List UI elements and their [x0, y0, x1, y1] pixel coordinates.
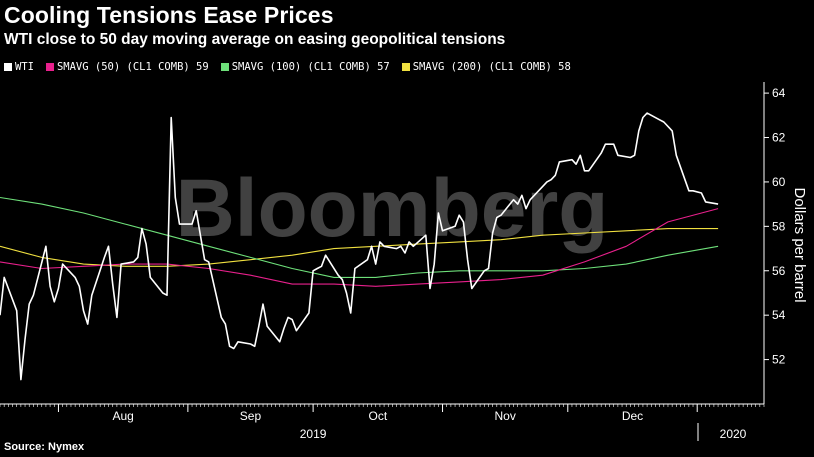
- series-line-3: [0, 228, 719, 267]
- chart-subtitle: WTI close to 50 day moving average on ea…: [4, 31, 506, 48]
- x-year-label: 2019: [300, 427, 327, 441]
- x-month-label: Dec: [622, 409, 643, 423]
- axis-layer: 52 54 56 58 60 62 64 Aug Sep Oct Nov Dec 2020 2019: [0, 82, 786, 441]
- x-month-label: Nov: [494, 409, 515, 423]
- watermark-text: Bloomberg: [176, 163, 609, 254]
- legend: WTI SMAVG (50) (CL1 COMB) 59 SMAVG (100)…: [4, 61, 583, 73]
- y-tick-label: 52: [772, 353, 786, 367]
- y-tick-label: 64: [772, 86, 786, 100]
- legend-swatch-smavg-200: [401, 63, 410, 71]
- legend-swatch-smavg-100: [220, 63, 229, 71]
- y-tick-label: 62: [772, 131, 786, 145]
- y-axis-label: Dollars per barrel: [791, 187, 808, 302]
- legend-swatch-wti: [4, 63, 12, 71]
- legend-label-wti: WTI: [15, 61, 34, 73]
- legend-item-smavg-200: SMAVG (200) (CL1 COMB) 58: [401, 61, 571, 73]
- legend-label-smavg-200: SMAVG (200) (CL1 COMB) 58: [412, 61, 571, 73]
- chart-title: Cooling Tensions Ease Prices: [4, 2, 334, 28]
- x-month-label: Sep: [240, 409, 262, 423]
- y-tick-label: 58: [772, 219, 786, 233]
- source-note: Source: Nymex: [4, 441, 85, 453]
- y-tick-label: 54: [772, 308, 786, 322]
- x-month-label: Aug: [112, 409, 133, 423]
- series-layer: [0, 112, 719, 381]
- y-tick-label: 56: [772, 264, 786, 278]
- legend-label-smavg-50: SMAVG (50) (CL1 COMB) 59: [56, 61, 209, 73]
- series-line-0: [0, 112, 719, 381]
- series-line-1: [0, 208, 719, 287]
- legend-item-smavg-50: SMAVG (50) (CL1 COMB) 59: [45, 61, 209, 73]
- x-month-label: Oct: [368, 409, 387, 423]
- x-year-label: 2020: [720, 427, 747, 441]
- legend-swatch-smavg-50: [45, 63, 54, 71]
- legend-label-smavg-100: SMAVG (100) (CL1 COMB) 57: [231, 61, 390, 73]
- y-tick-label: 60: [772, 175, 786, 189]
- legend-item-wti: WTI: [4, 61, 34, 73]
- legend-item-smavg-100: SMAVG (100) (CL1 COMB) 57: [220, 61, 390, 73]
